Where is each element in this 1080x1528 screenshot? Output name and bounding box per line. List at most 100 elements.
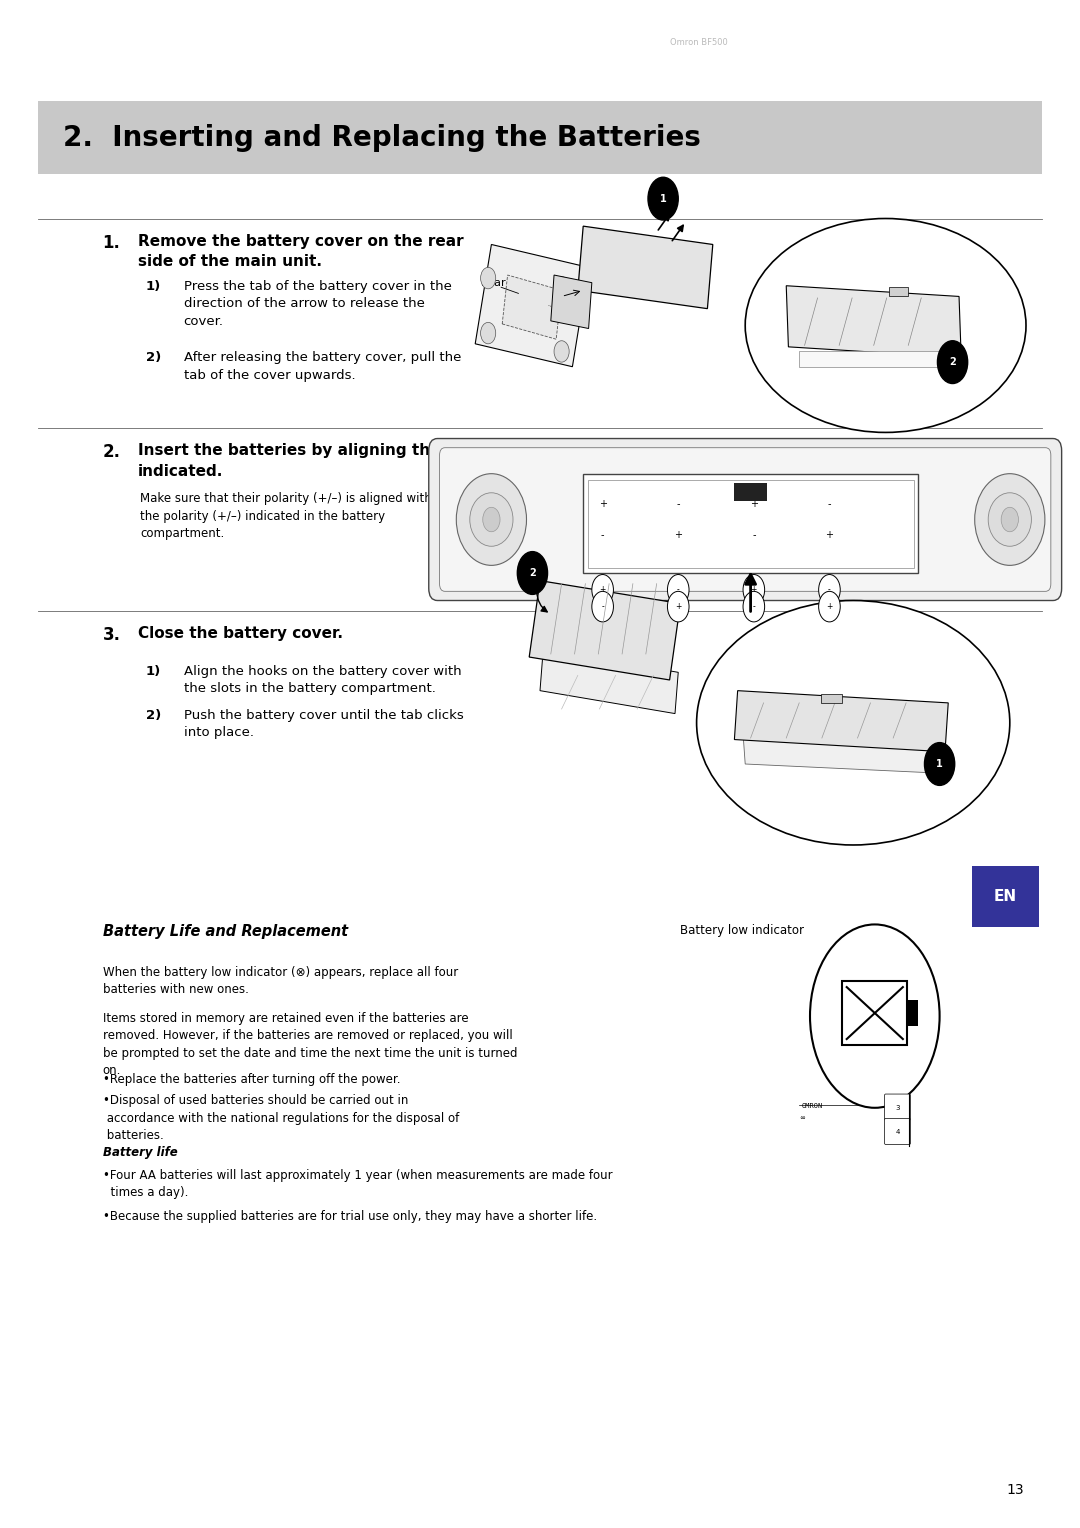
Circle shape [648,177,678,220]
Text: Align the hooks on the battery cover with
the slots in the battery compartment.: Align the hooks on the battery cover wit… [184,665,461,695]
Bar [583,474,918,573]
Circle shape [819,591,840,622]
FancyBboxPatch shape [429,439,1062,601]
Circle shape [592,575,613,605]
Circle shape [667,575,689,605]
Ellipse shape [470,492,513,545]
Circle shape [743,575,765,605]
Text: -: - [753,602,755,611]
Text: 3.: 3. [103,626,121,645]
Text: OMRON: OMRON [801,1103,823,1109]
Circle shape [554,341,569,362]
Ellipse shape [745,219,1026,432]
Text: -: - [828,585,831,594]
Text: 2: 2 [949,358,956,367]
Circle shape [481,267,496,289]
Text: -: - [677,585,679,594]
Circle shape [937,341,968,384]
Circle shape [924,743,955,785]
Text: +: + [674,530,683,539]
Circle shape [810,924,940,1108]
Polygon shape [540,649,678,714]
Polygon shape [799,351,950,367]
Ellipse shape [457,474,527,565]
Text: ∞: ∞ [799,1115,805,1122]
Text: After releasing the battery cover, pull the
tab of the cover upwards.: After releasing the battery cover, pull … [184,351,461,382]
Text: •Replace the batteries after turning off the power.: •Replace the batteries after turning off… [103,1073,400,1086]
Ellipse shape [697,601,1010,845]
Bar [889,287,908,296]
Text: •Disposal of used batteries should be carried out in
 accordance with the nation: •Disposal of used batteries should be ca… [103,1094,459,1141]
Text: Omron BF500: Omron BF500 [670,38,727,47]
Text: +: + [826,602,833,611]
Text: 1.: 1. [103,234,121,252]
Text: EN: EN [994,889,1017,905]
Bar [907,1001,918,1025]
Circle shape [592,591,613,622]
Text: Press the tab of the battery cover in the
direction of the arrow to release the
: Press the tab of the battery cover in th… [184,280,451,327]
Polygon shape [578,226,713,309]
Polygon shape [502,275,562,339]
Circle shape [1001,507,1018,532]
Text: +: + [751,585,757,594]
Text: Items stored in memory are retained even if the batteries are
removed. However, : Items stored in memory are retained even… [103,1012,517,1077]
Polygon shape [475,244,589,367]
Text: Rear: Rear [481,278,507,287]
Circle shape [554,277,569,298]
Polygon shape [743,733,940,773]
Bar [734,483,767,501]
Text: Battery low indicator: Battery low indicator [680,924,805,938]
Text: 1: 1 [660,194,666,203]
Text: -: - [752,530,756,539]
Circle shape [667,591,689,622]
Polygon shape [734,691,948,752]
Text: Battery Life and Replacement: Battery Life and Replacement [103,924,348,940]
Text: +: + [598,500,607,509]
Bar [38,101,1042,174]
Polygon shape [529,581,680,680]
Polygon shape [551,275,592,329]
FancyBboxPatch shape [885,1094,910,1120]
Circle shape [483,507,500,532]
Text: Push the battery cover until the tab clicks
into place.: Push the battery cover until the tab cli… [184,709,463,740]
Text: -: - [600,530,605,539]
Text: 2): 2) [146,709,161,723]
Text: Remove the battery cover on the rear
side of the main unit.: Remove the battery cover on the rear sid… [138,234,464,269]
Text: Battery life: Battery life [103,1146,177,1160]
Text: 3: 3 [895,1105,900,1111]
Text: 2.  Inserting and Replacing the Batteries: 2. Inserting and Replacing the Batteries [63,124,701,151]
Text: +: + [675,602,681,611]
Text: When the battery low indicator (⊗) appears, replace all four
batteries with new : When the battery low indicator (⊗) appea… [103,966,458,996]
Circle shape [819,575,840,605]
Bar [972,866,1039,927]
Text: 2): 2) [146,351,161,365]
FancyBboxPatch shape [440,448,1051,591]
Text: -: - [602,602,604,611]
Text: +: + [599,585,606,594]
Bar [842,981,907,1045]
Text: Insert the batteries by aligning them as
indicated.: Insert the batteries by aligning them as… [138,443,482,478]
Polygon shape [786,286,961,358]
Text: -: - [827,500,832,509]
Text: •Four AA batteries will last approximately 1 year (when measurements are made fo: •Four AA batteries will last approximate… [103,1169,612,1199]
Text: Make sure that their polarity (+/–) is aligned with
the polarity (+/–) indicated: Make sure that their polarity (+/–) is a… [140,492,432,539]
Text: 4: 4 [895,1129,900,1135]
Ellipse shape [975,474,1045,565]
Text: -: - [676,500,680,509]
Text: 1): 1) [146,280,161,293]
Ellipse shape [988,492,1031,545]
Text: 2.: 2. [103,443,121,461]
Bar [588,480,914,568]
Circle shape [481,322,496,344]
Circle shape [517,552,548,594]
Text: +: + [750,500,758,509]
Text: 1): 1) [146,665,161,678]
Text: 2: 2 [529,568,536,578]
FancyBboxPatch shape [885,1118,910,1144]
Text: +: + [825,530,834,539]
Text: •Because the supplied batteries are for trial use only, they may have a shorter : •Because the supplied batteries are for … [103,1210,597,1224]
Bar [821,694,842,703]
Text: 13: 13 [1007,1482,1024,1497]
Text: 1: 1 [936,759,943,769]
Text: Close the battery cover.: Close the battery cover. [138,626,343,642]
